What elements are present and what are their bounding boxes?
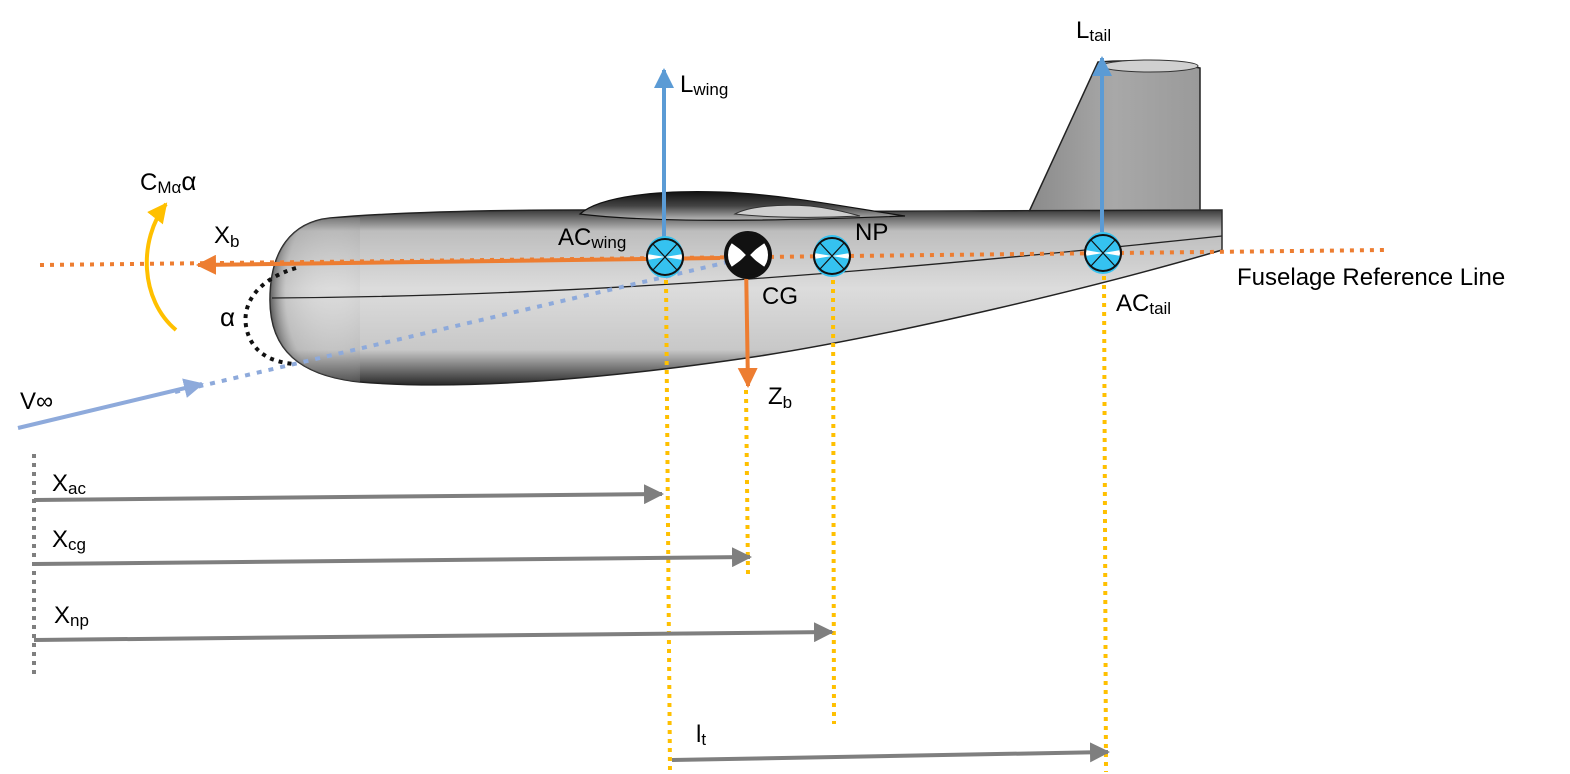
alpha-label: α [220, 302, 235, 332]
cg-marker [724, 231, 772, 279]
tail-lift-label: Ltail [1076, 17, 1111, 45]
angle-of-attack-arc [243, 266, 297, 366]
x-cg-distance-arrow [33, 547, 752, 568]
x-cg-label: Xcg [52, 526, 86, 554]
x-ac-label: Xac [52, 470, 86, 498]
freestream-velocity-label: V∞ [20, 388, 53, 415]
x-body-axis-arrow [196, 254, 721, 275]
wing-lift-label: Lwing [680, 71, 728, 99]
x-np-label: Xnp [54, 602, 89, 630]
ac-wing-marker [646, 236, 684, 278]
tail-arm-distance-arrow [671, 742, 1110, 763]
tail-fin [1026, 60, 1201, 221]
ac-tail-label: ACtail [1116, 290, 1171, 318]
cg-label: CG [762, 283, 798, 310]
ac-wing-drop-line [664, 279, 672, 773]
tail-arm-label: lt [696, 721, 706, 749]
z-body-axis-label: Zb [768, 383, 792, 412]
x-body-axis-label: Xb [214, 222, 239, 251]
fuselage-reference-line-label: Fuselage Reference Line [1237, 264, 1505, 291]
np-label: NP [855, 219, 888, 246]
x-ac-distance-arrow [33, 484, 664, 505]
np-marker [813, 235, 851, 277]
x-np-distance-arrow [33, 622, 834, 643]
z-body-axis-arrow [737, 261, 758, 388]
cg-drop-line [744, 389, 750, 575]
ac-wing-label: ACwing [558, 224, 626, 252]
pitching-moment-arrow [144, 202, 178, 332]
station-drop-lines [664, 275, 1108, 773]
ac-tail-drop-line [1102, 275, 1108, 773]
ac-tail-marker [1084, 232, 1122, 274]
pitching-moment-label: CMαα [140, 166, 196, 197]
np-drop-line [831, 279, 836, 725]
freestream-velocity-vector [17, 260, 729, 430]
